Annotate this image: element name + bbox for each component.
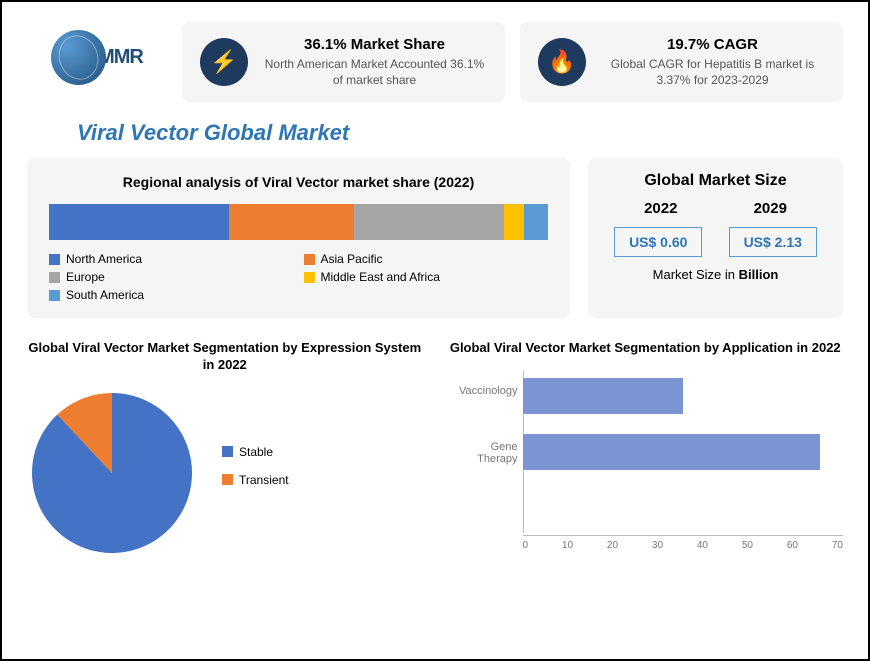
x-tick: 70: [832, 540, 843, 551]
ms-val1: US$ 0.60: [614, 227, 702, 257]
x-axis: 0 10 20 30 40 50 60 70: [523, 535, 844, 551]
x-tick: 40: [697, 540, 708, 551]
bar-segment: [229, 204, 354, 240]
legend-item: Stable: [222, 445, 289, 459]
hbar-title: Global Viral Vector Market Segmentation …: [448, 340, 844, 357]
legend-item: North America: [49, 252, 294, 266]
bar-label: Vaccinology: [448, 385, 518, 397]
ms-note: Market Size in Billion: [606, 267, 825, 282]
x-tick: 60: [787, 540, 798, 551]
ms-year1: 2022: [644, 200, 677, 217]
legend-item: Middle East and Africa: [304, 270, 549, 284]
pie-legend: Stable Transient: [222, 445, 289, 501]
pie-title: Global Viral Vector Market Segmentation …: [27, 340, 423, 374]
regional-stacked-bar: [49, 204, 548, 240]
stat1-title: 36.1% Market Share: [262, 36, 487, 53]
hbar: [523, 434, 821, 470]
market-size-title: Global Market Size: [606, 172, 825, 190]
cagr-card: 🔥 19.7% CAGR Global CAGR for Hepatitis B…: [520, 22, 843, 102]
bolt-icon: ⚡: [200, 38, 248, 86]
stat1-desc: North American Market Accounted 36.1% of…: [262, 57, 487, 88]
x-tick: 10: [562, 540, 573, 551]
hbar-chart-block: Global Viral Vector Market Segmentation …: [448, 340, 844, 558]
bar-segment: [354, 204, 504, 240]
page-title: Viral Vector Global Market: [77, 120, 843, 146]
regional-title: Regional analysis of Viral Vector market…: [49, 174, 548, 190]
flame-icon: 🔥: [538, 38, 586, 86]
stat2-desc: Global CAGR for Hepatitis B market is 3.…: [600, 57, 825, 88]
legend-item: Transient: [222, 473, 289, 487]
regional-analysis-card: Regional analysis of Viral Vector market…: [27, 158, 570, 318]
bar-segment: [504, 204, 524, 240]
bar-row: [523, 371, 844, 421]
bar-label: Gene Therapy: [448, 441, 518, 465]
pie-chart-block: Global Viral Vector Market Segmentation …: [27, 340, 423, 558]
globe-icon: [51, 30, 106, 85]
x-tick: 20: [607, 540, 618, 551]
x-tick: 0: [523, 540, 529, 551]
regional-legend: North America Asia Pacific Europe Middle Ea…: [49, 252, 548, 302]
brand-logo: MMR: [27, 22, 167, 92]
legend-item: Europe: [49, 270, 294, 284]
hbar: [523, 378, 683, 414]
pie-chart: [27, 388, 197, 558]
bar-segment: [49, 204, 229, 240]
stat2-title: 19.7% CAGR: [600, 36, 825, 53]
legend-item: South America: [49, 288, 294, 302]
hbar-chart: Vaccinology Gene Therapy 0 10 20 30 40 50 60 70: [448, 371, 844, 551]
ms-year2: 2029: [754, 200, 787, 217]
market-share-card: ⚡ 36.1% Market Share North American Mark…: [182, 22, 505, 102]
x-tick: 50: [742, 540, 753, 551]
ms-val2: US$ 2.13: [729, 227, 817, 257]
market-size-card: Global Market Size 2022 2029 US$ 0.60 US…: [588, 158, 843, 318]
x-tick: 30: [652, 540, 663, 551]
bar-segment: [524, 204, 548, 240]
legend-item: Asia Pacific: [304, 252, 549, 266]
bar-row: [523, 427, 844, 477]
